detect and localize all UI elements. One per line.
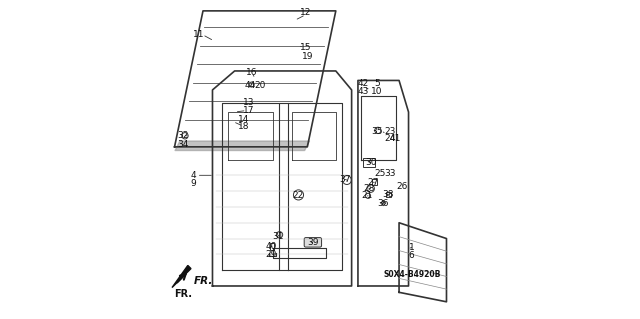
Text: 35: 35 — [371, 127, 383, 136]
Bar — [372, 179, 377, 185]
Text: 14: 14 — [239, 115, 250, 123]
Text: 42: 42 — [358, 79, 369, 88]
Text: 25: 25 — [374, 169, 386, 178]
Text: 6: 6 — [409, 251, 415, 260]
Polygon shape — [172, 265, 191, 287]
Text: 39: 39 — [307, 238, 319, 247]
Text: FR.: FR. — [174, 289, 192, 299]
Bar — [363, 158, 375, 167]
Text: 17: 17 — [243, 106, 255, 115]
Text: 1: 1 — [409, 243, 415, 252]
Text: 30: 30 — [365, 158, 376, 167]
Text: 36: 36 — [378, 199, 389, 208]
Text: 33: 33 — [384, 169, 396, 178]
Text: 13: 13 — [243, 98, 255, 107]
Text: 34: 34 — [178, 140, 189, 149]
Text: 43: 43 — [358, 87, 369, 96]
Text: 19: 19 — [301, 52, 313, 61]
Text: 32: 32 — [178, 131, 189, 140]
Text: 37: 37 — [340, 175, 351, 184]
Text: 5: 5 — [374, 79, 380, 88]
Text: 29: 29 — [266, 250, 276, 259]
Text: 41: 41 — [390, 134, 401, 144]
Text: 22: 22 — [292, 191, 303, 200]
FancyBboxPatch shape — [304, 238, 321, 247]
Text: 23: 23 — [384, 127, 396, 136]
Text: FR.: FR. — [194, 276, 214, 286]
Text: 16: 16 — [246, 68, 258, 77]
Text: 38: 38 — [382, 190, 394, 199]
Bar — [387, 192, 392, 197]
Text: 40: 40 — [266, 242, 276, 251]
Text: 28: 28 — [364, 184, 374, 193]
Text: 44: 44 — [245, 81, 256, 90]
Text: 18: 18 — [238, 122, 250, 131]
Text: 31: 31 — [273, 232, 284, 241]
Text: 15: 15 — [300, 43, 312, 52]
Text: 10: 10 — [371, 87, 383, 96]
Text: 12: 12 — [300, 8, 312, 17]
Text: 9: 9 — [190, 179, 196, 188]
Text: 20: 20 — [254, 81, 266, 90]
Text: S0X4-B4920B: S0X4-B4920B — [383, 271, 440, 279]
Text: 4: 4 — [190, 171, 196, 180]
Text: 21: 21 — [362, 191, 373, 200]
Text: 26: 26 — [397, 182, 408, 191]
Text: 11: 11 — [193, 30, 204, 39]
Text: 24: 24 — [384, 134, 395, 144]
Bar — [269, 242, 275, 250]
Text: 27: 27 — [367, 178, 379, 187]
